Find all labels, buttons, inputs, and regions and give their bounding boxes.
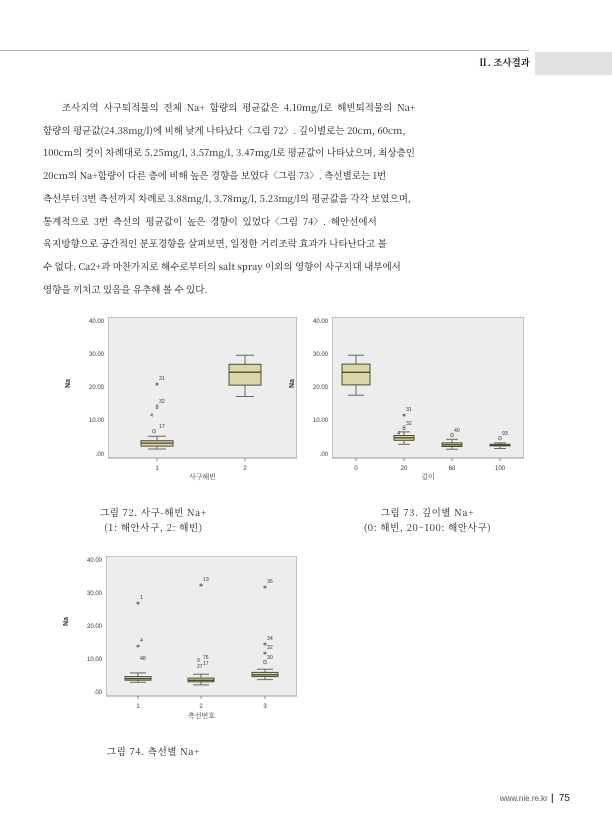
svg-text:∗: ∗ [154, 382, 159, 388]
svg-text:17: 17 [159, 424, 165, 430]
svg-text:40: 40 [454, 428, 460, 434]
svg-text:48: 48 [140, 656, 146, 662]
svg-text:32: 32 [406, 421, 412, 427]
svg-text:36: 36 [267, 579, 273, 585]
svg-text:31: 31 [406, 407, 412, 413]
svg-text:1: 1 [136, 704, 140, 710]
svg-text:∗: ∗ [401, 413, 406, 419]
svg-text:17: 17 [203, 661, 209, 667]
svg-text:93: 93 [502, 431, 508, 437]
svg-text:32: 32 [159, 399, 165, 405]
svg-text:2: 2 [199, 704, 203, 710]
svg-text:⊙: ⊙ [497, 436, 502, 442]
svg-text:∗: ∗ [198, 583, 203, 589]
svg-text:⊙: ⊙ [449, 433, 454, 439]
svg-text:∗: ∗ [135, 644, 140, 650]
svg-text:4: 4 [150, 413, 153, 419]
svg-text:31: 31 [159, 376, 165, 382]
svg-text:∗: ∗ [262, 585, 267, 591]
svg-text:∗: ∗ [135, 601, 140, 607]
svg-text:13: 13 [203, 577, 209, 583]
svg-text:32: 32 [267, 645, 273, 651]
svg-text:⊙: ⊙ [262, 660, 267, 666]
svg-text:3: 3 [263, 704, 267, 710]
svg-text:4: 4 [397, 431, 400, 437]
svg-text:30: 30 [267, 655, 273, 661]
svg-text:⊙: ⊙ [151, 429, 156, 435]
svg-text:34: 34 [267, 636, 273, 642]
svg-text:27: 27 [197, 664, 203, 670]
